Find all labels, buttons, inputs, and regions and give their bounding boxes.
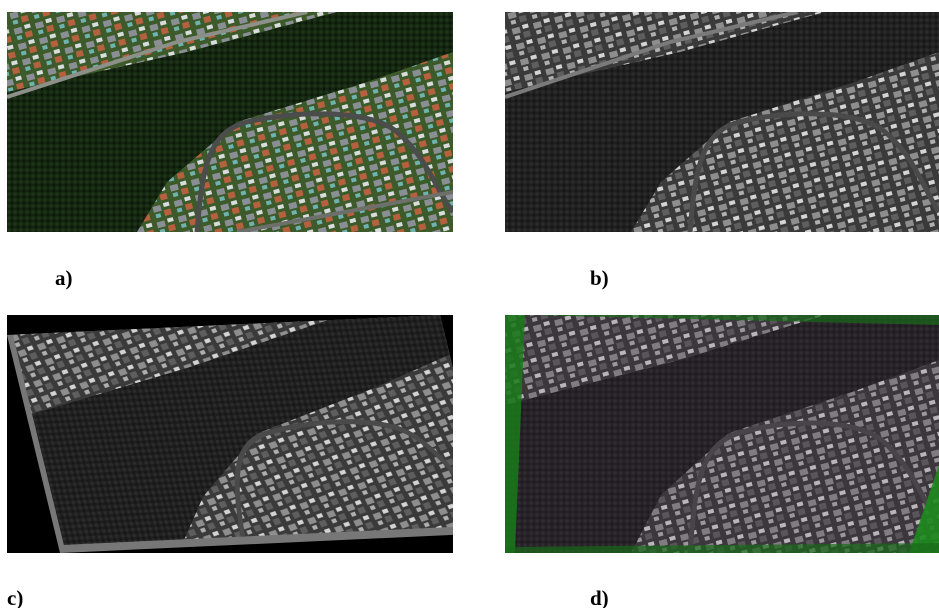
figure: a) b) c) bbox=[0, 0, 939, 608]
panel-label: c) bbox=[7, 586, 23, 608]
panel-label: a) bbox=[55, 266, 73, 291]
aerial-image-warped bbox=[7, 315, 453, 553]
aerial-image-overlay bbox=[505, 315, 939, 553]
panel-label: d) bbox=[590, 586, 609, 608]
panel-label: b) bbox=[590, 266, 609, 291]
aerial-image-gray bbox=[505, 12, 939, 232]
aerial-image-color bbox=[7, 12, 453, 232]
